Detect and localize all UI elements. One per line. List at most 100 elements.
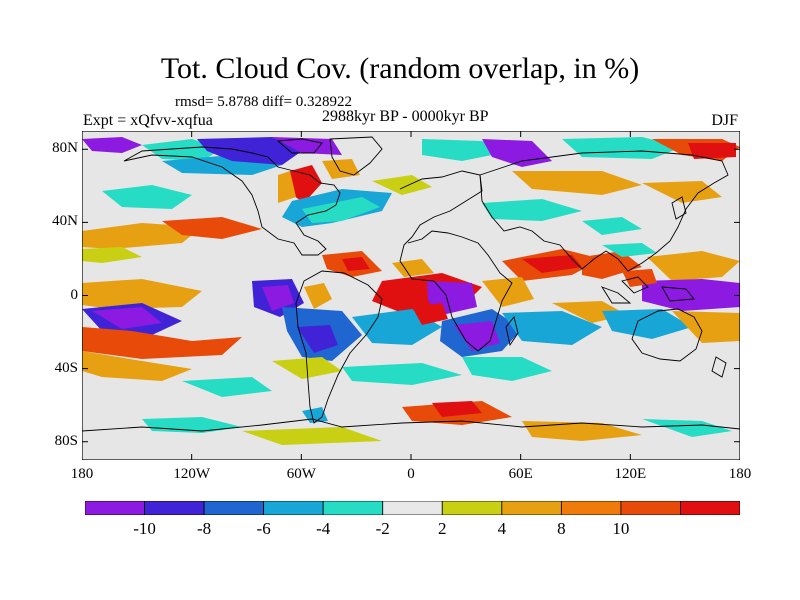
x-tick-label: 180 [728,466,752,482]
patch [502,311,602,345]
patch [642,419,732,437]
patch [342,363,462,385]
period-label: 2988kyr BP - 0000kyr BP [322,108,489,125]
patch [462,357,552,381]
x-tick-label: 0 [407,466,415,482]
patch [482,139,552,167]
y-tick-label: 40N [52,213,78,230]
axis-ticks [82,131,740,460]
patch [272,137,342,155]
y-tick-label: 80S [54,432,78,449]
colorbar [85,501,740,515]
coast-australia [631,308,703,362]
colorbar-label: 4 [497,519,507,538]
colorbar-swatch [620,501,681,515]
stats-label: rmsd= 5.8788 diff= 0.328922 [175,94,353,110]
coast-japan [671,196,687,220]
patch [82,351,192,381]
colorbar-label: 2 [438,519,447,538]
patch [82,223,202,249]
coast-south-america [295,270,383,424]
coast-new-guinea [661,286,695,302]
coast-madagascar [505,316,519,347]
patch [602,309,692,339]
coast-borneo [621,276,649,294]
colorbar-label: -6 [256,519,271,538]
patch [92,307,162,329]
patch [392,259,434,277]
patch [372,175,432,195]
patch [454,321,500,351]
season-label: DJF [711,112,738,129]
x-tick-label: 120W [173,466,210,482]
x-tick-label: 60W [286,466,316,482]
coast-new-zealand [711,356,727,378]
patch [302,197,380,223]
colorbar-swatch [203,501,265,515]
patch [242,427,382,445]
patch [182,377,272,397]
patch [197,137,302,165]
colorbar-swatch [441,501,503,515]
patch [342,257,370,271]
plot-title: Tot. Cloud Cov. (random overlap, in %) [160,52,640,85]
patch [432,401,482,417]
patch [422,139,502,161]
patch [672,311,740,343]
patch [102,185,192,209]
patch [562,137,682,159]
patch [647,251,740,281]
coast-arctic-islands [276,138,323,154]
patch [287,165,322,203]
patch [82,279,202,309]
patch [278,171,296,203]
patch [582,217,642,235]
patch [522,255,582,273]
patch [602,243,657,257]
patch [82,327,242,359]
patch [522,421,642,441]
y-tick-label: 0 [70,286,79,303]
colorbar-swatch [144,501,205,515]
patch [412,303,448,325]
patch [304,283,332,309]
colorbar-label: -10 [133,519,156,538]
colorbar-swatch [263,501,324,515]
coast-europe-africa [399,170,513,352]
coast-greenland [329,136,383,176]
x-tick-label: 60E [508,466,533,482]
y-tick-label: 80N [52,140,78,157]
colorbar-label: -4 [316,519,331,538]
patch [482,199,582,221]
cloud-cover-map [82,131,740,460]
colorbar-swatch [322,501,384,515]
y-tick-label: 40S [54,359,78,376]
coast-antarctica [82,418,740,432]
colorbar-swatch [560,501,622,515]
coast-asia [479,150,729,272]
patch [297,325,338,353]
x-tick-label: 120E [614,466,647,482]
patch [642,181,722,203]
patch [512,171,642,195]
patch [162,217,262,239]
colorbar-swatch [501,501,562,515]
patch [482,277,534,307]
colorbar-label: 8 [557,519,566,538]
patch [688,143,736,159]
colorbar-label: -8 [196,519,212,538]
colorbar-swatch [680,501,740,515]
coast-sumatra [600,286,632,304]
colorbar-label: 10 [612,519,630,538]
anomaly-patches [82,137,740,445]
patch [82,247,142,263]
coast-north-america [123,146,341,256]
experiment-label: Expt = xQfvv-xqfua [83,112,213,129]
patch [82,137,142,153]
patch [262,285,294,311]
coastlines [82,136,740,432]
colorbar-label: -2 [375,519,390,538]
x-tick-label: 180 [70,466,94,482]
patch [582,251,642,279]
colorbar-swatch [85,501,145,515]
